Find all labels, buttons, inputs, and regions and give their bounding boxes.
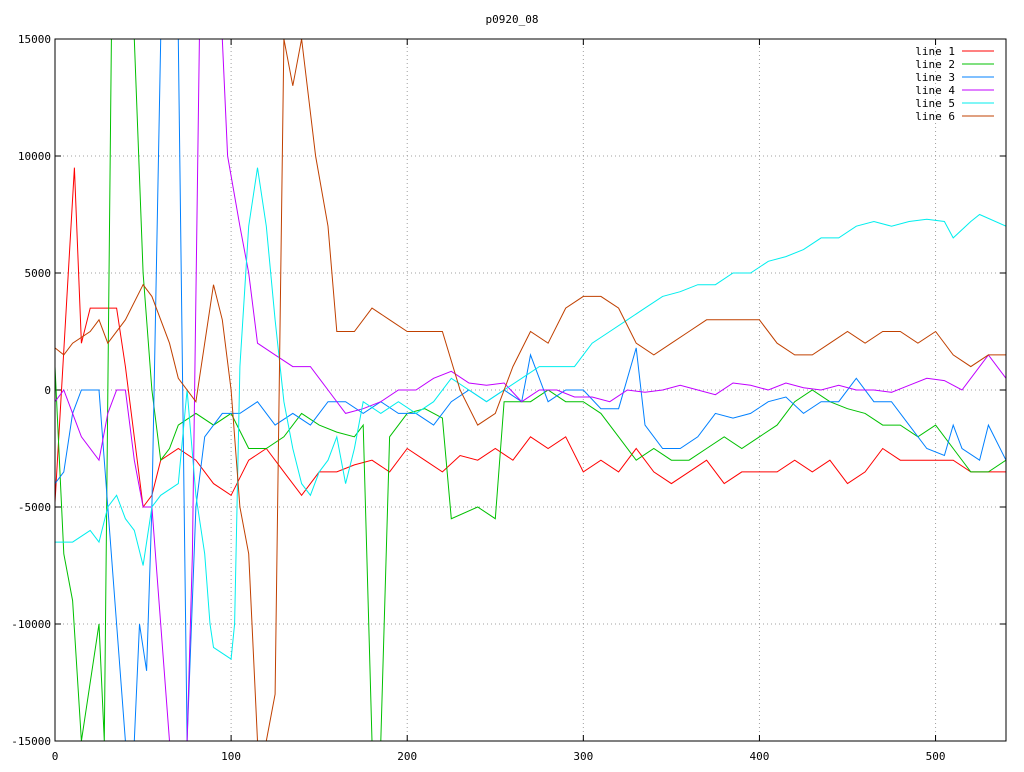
x-tick-label: 300	[573, 750, 593, 763]
legend-label: line 3	[915, 71, 955, 84]
x-tick-label: 200	[397, 750, 417, 763]
legend-label: line 4	[915, 84, 955, 97]
y-tick-label: -10000	[11, 618, 51, 631]
legend-label: line 1	[915, 45, 955, 58]
x-tick-label: 100	[221, 750, 241, 763]
x-tick-label: 500	[926, 750, 946, 763]
y-tick-label: 10000	[18, 150, 51, 163]
x-tick-label: 400	[750, 750, 770, 763]
legend-label: line 2	[915, 58, 955, 71]
series-lines	[55, 39, 1006, 741]
plot-border	[54, 38, 1007, 742]
chart-title: p0920_08	[486, 13, 539, 26]
series-line-4	[55, 39, 1006, 741]
y-tick-label: 0	[44, 384, 51, 397]
axis-ticks: 0 100 200 300 400 500 -15000 -10000 -5000 0 5000 10…	[11, 33, 1006, 763]
series-line-1	[55, 167, 1006, 509]
series-line-6	[55, 39, 1006, 741]
x-tick-label: 0	[52, 750, 59, 763]
y-tick-label: 15000	[18, 33, 51, 46]
y-tick-label: 5000	[25, 267, 52, 280]
series-line-5	[55, 167, 1006, 660]
y-tick-label: -5000	[18, 501, 51, 514]
legend-label: line 5	[915, 97, 955, 110]
legend-label: line 6	[915, 110, 955, 123]
y-tick-label: -15000	[11, 735, 51, 748]
series-line-2	[55, 39, 1006, 741]
